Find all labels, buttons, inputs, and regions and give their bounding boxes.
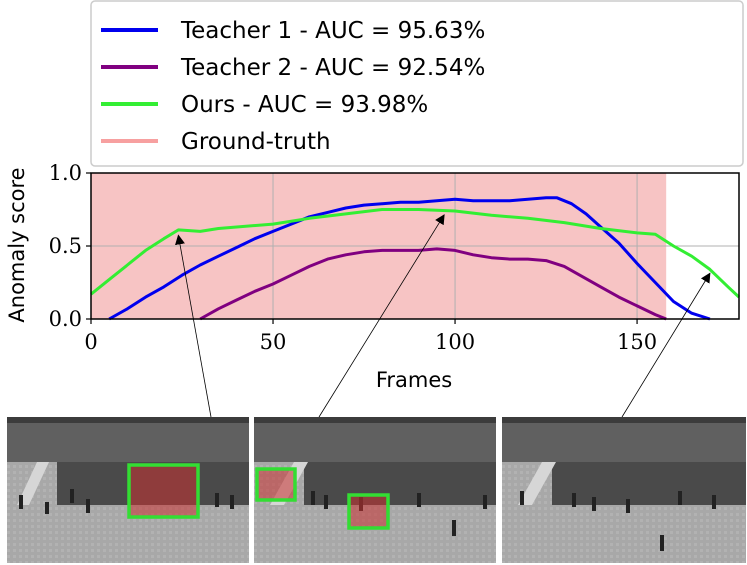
- x-axis-title: Frames: [376, 368, 452, 392]
- x-tick-label: 50: [260, 330, 287, 354]
- legend-box: [90, 0, 744, 167]
- legend-label: Teacher 1 - AUC = 95.63%: [180, 18, 485, 44]
- y-tick-label: 1.0: [49, 161, 82, 185]
- x-tick-label: 100: [435, 330, 475, 354]
- legend: Teacher 1 - AUC = 95.63% Teacher 2 - AUC …: [90, 0, 744, 167]
- annotation-arrow: [318, 214, 445, 418]
- y-axis-title: Anomaly score: [5, 167, 29, 322]
- thumbnail-3: [502, 417, 746, 563]
- legend-label: Ground-truth: [181, 129, 331, 155]
- thumbnail-2: [254, 417, 496, 563]
- series-line-2: [199, 247, 667, 321]
- thumbnail-1: [7, 417, 249, 563]
- y-tick-label: 0.5: [49, 234, 82, 258]
- legend-label: Teacher 2 - AUC = 92.54%: [180, 55, 485, 81]
- series-line-1: [108, 196, 711, 321]
- x-tick-label: 0: [84, 330, 97, 354]
- y-tick-label: 0.0: [49, 307, 82, 331]
- plot-area: 0 50 100 150 0.0 0.5 1.0 Frames Anomaly score: [5, 161, 741, 392]
- detection-box: [255, 467, 297, 502]
- annotation-arrow: [621, 272, 711, 418]
- annotation-arrow: [175, 234, 212, 418]
- series-line-3: [90, 208, 741, 299]
- detection-box: [347, 493, 390, 530]
- x-tick-label: 150: [617, 330, 657, 354]
- legend-label: Ours - AUC = 93.98%: [181, 92, 428, 118]
- detection-box: [127, 463, 200, 519]
